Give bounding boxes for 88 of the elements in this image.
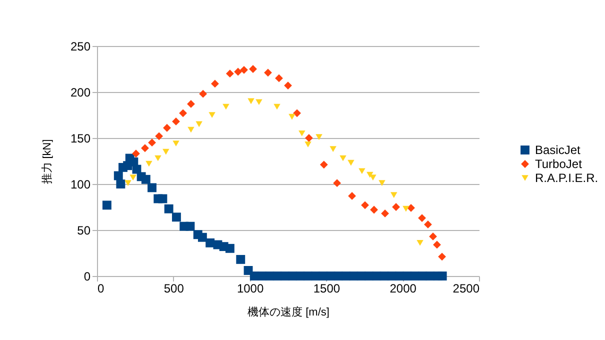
point <box>378 180 386 186</box>
point <box>172 212 181 222</box>
point <box>418 214 426 222</box>
point <box>304 142 312 148</box>
point <box>333 179 341 188</box>
point <box>358 168 366 174</box>
point <box>288 114 296 120</box>
point <box>162 148 170 155</box>
point <box>236 254 246 264</box>
point <box>155 132 163 140</box>
x-tick-label: 500 <box>164 282 184 296</box>
point <box>188 126 194 133</box>
point <box>179 109 187 118</box>
point <box>208 112 216 118</box>
point <box>130 174 136 180</box>
point <box>264 68 272 77</box>
point <box>284 82 292 90</box>
y-tick-label: 50 <box>77 224 91 238</box>
y-tick-label: 100 <box>70 178 91 192</box>
point <box>198 232 207 242</box>
point <box>234 68 242 76</box>
point <box>370 206 378 214</box>
point <box>424 220 432 228</box>
y-tick-label: 150 <box>70 132 91 146</box>
point <box>298 130 306 136</box>
legend-label: TurboJet <box>535 157 583 171</box>
point <box>249 65 257 73</box>
point <box>148 183 156 192</box>
y-tick-label: 250 <box>70 40 91 54</box>
legend-label: BasicJet <box>535 143 582 157</box>
point <box>438 272 447 280</box>
point <box>416 240 424 246</box>
point <box>146 160 152 167</box>
point <box>132 150 140 158</box>
point <box>429 232 437 240</box>
point <box>211 80 219 88</box>
point <box>158 194 168 204</box>
point <box>172 117 180 126</box>
point <box>320 160 328 169</box>
point <box>222 104 230 110</box>
x-tick-label: 1000 <box>236 282 264 296</box>
point <box>196 121 202 128</box>
point <box>407 204 415 212</box>
point <box>340 155 346 162</box>
point <box>163 124 171 132</box>
point <box>154 155 162 162</box>
point <box>225 244 234 253</box>
point <box>402 206 410 212</box>
x-tick-label: 2000 <box>390 282 417 296</box>
legend-label: R.A.P.I.E.R. <box>535 171 598 185</box>
y-tick-label: 0 <box>84 270 91 284</box>
point <box>172 140 180 146</box>
point <box>275 74 283 82</box>
point <box>433 240 441 249</box>
point <box>114 171 123 180</box>
point <box>392 203 400 211</box>
point <box>293 109 301 118</box>
point <box>381 209 389 218</box>
x-tick-label: 1500 <box>313 282 340 296</box>
y-tick-label: 200 <box>70 86 91 100</box>
point <box>330 146 336 152</box>
point <box>124 180 132 186</box>
point <box>348 192 356 200</box>
point <box>116 180 126 188</box>
x-tick-label: 0 <box>98 282 104 296</box>
point <box>316 134 322 140</box>
x-axis-title: 機体の速度 [m/s] <box>248 306 330 318</box>
point <box>348 160 354 166</box>
x-tick-label: 2500 <box>452 282 480 296</box>
point <box>370 174 376 180</box>
point <box>240 66 248 74</box>
point <box>304 134 313 142</box>
point <box>248 98 254 104</box>
point <box>186 222 195 231</box>
point <box>141 144 149 152</box>
point <box>256 99 262 106</box>
point <box>226 70 234 78</box>
point <box>438 252 446 261</box>
point <box>187 100 195 108</box>
point <box>199 90 207 98</box>
point <box>361 201 369 210</box>
point <box>148 138 156 147</box>
point <box>390 192 398 198</box>
point <box>141 174 150 184</box>
y-axis-title: 推力 [kN] <box>40 139 54 184</box>
point <box>274 104 280 110</box>
point <box>164 204 174 214</box>
point <box>102 200 112 210</box>
